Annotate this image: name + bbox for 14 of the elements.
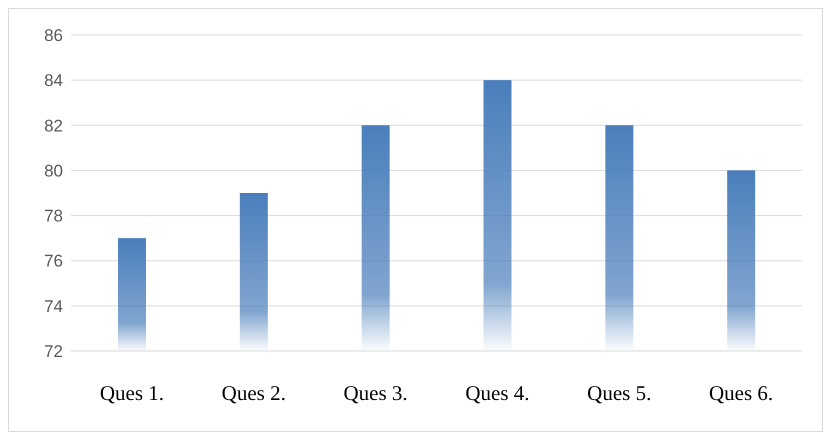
y-tick-label: 76 <box>44 252 63 271</box>
x-tick-label: Ques 6. <box>708 380 774 405</box>
y-tick-label: 72 <box>44 342 63 362</box>
x-tick-label: Ques 1. <box>100 380 164 405</box>
x-tick-label: Ques 4. <box>465 380 530 405</box>
y-tick-label: 82 <box>44 116 63 136</box>
y-tick-label: 86 <box>44 26 63 46</box>
y-tick-label: 74 <box>44 296 63 316</box>
y-tick-label: 80 <box>44 161 63 180</box>
x-tick-label: Ques 5. <box>587 380 652 405</box>
x-tick-label: Ques 2. <box>222 380 286 405</box>
x-tick-label: Ques 3. <box>343 380 408 405</box>
y-tick-label: 78 <box>44 206 63 226</box>
y-tick-label: 84 <box>44 71 63 90</box>
